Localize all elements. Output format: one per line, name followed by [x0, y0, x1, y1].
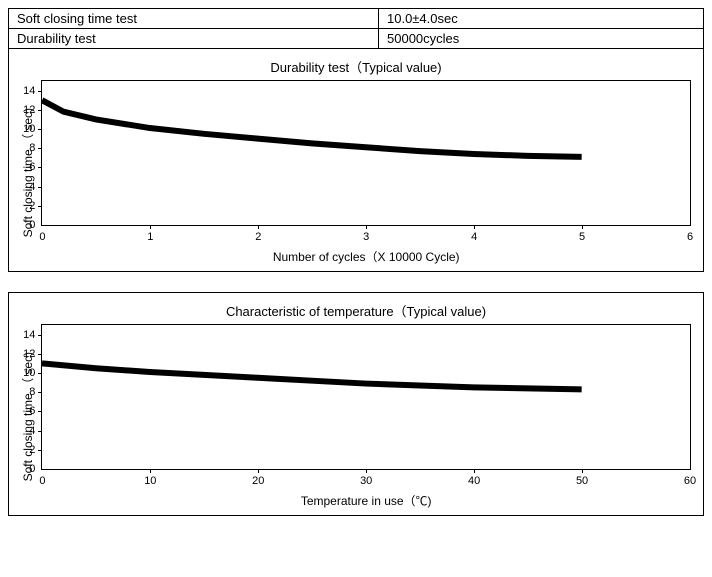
- x-tick: [582, 225, 583, 229]
- y-tick: [38, 206, 42, 207]
- chart-plot-area: 024681012140102030405060: [41, 324, 691, 470]
- x-tick-label: 60: [684, 475, 696, 487]
- y-tick: [38, 431, 42, 432]
- y-tick-label: 10: [23, 123, 35, 135]
- x-tick: [150, 225, 151, 229]
- spec-label: Soft closing time test: [9, 9, 379, 29]
- x-axis-label: Temperature in use（℃): [41, 492, 691, 509]
- spec-value: 50000cycles: [379, 29, 704, 49]
- y-tick: [38, 110, 42, 111]
- y-tick: [38, 335, 42, 336]
- y-tick: [38, 373, 42, 374]
- x-tick-label: 3: [363, 231, 369, 243]
- y-tick-label: 2: [29, 200, 35, 212]
- y-tick-label: 0: [29, 219, 35, 231]
- x-tick-label: 40: [468, 475, 480, 487]
- y-tick: [38, 450, 42, 451]
- spec-value: 10.0±4.0sec: [379, 9, 704, 29]
- y-tick-label: 4: [29, 181, 35, 193]
- y-tick: [38, 129, 42, 130]
- chart-line: [42, 325, 690, 469]
- y-tick-label: 6: [29, 161, 35, 173]
- y-tick-label: 6: [29, 405, 35, 417]
- x-tick: [474, 469, 475, 473]
- x-tick-label: 1: [147, 231, 153, 243]
- x-tick-label: 4: [471, 231, 477, 243]
- y-tick-label: 2: [29, 444, 35, 456]
- chart-title: Durability test（Typical value): [21, 57, 691, 76]
- x-tick-label: 0: [39, 231, 45, 243]
- x-tick: [474, 225, 475, 229]
- x-tick-label: 10: [144, 475, 156, 487]
- x-tick: [366, 225, 367, 229]
- x-axis-label: Number of cycles（X 10000 Cycle): [41, 248, 691, 265]
- durability-chart-box: Durability test（Typical value) Soft clos…: [8, 48, 704, 272]
- y-tick-label: 8: [29, 386, 35, 398]
- y-tick-label: 12: [23, 104, 35, 116]
- y-tick-label: 14: [23, 329, 35, 341]
- table-row: Soft closing time test 10.0±4.0sec: [9, 9, 704, 29]
- y-tick: [38, 392, 42, 393]
- x-tick-label: 6: [687, 231, 693, 243]
- x-tick-label: 0: [39, 475, 45, 487]
- y-tick: [38, 148, 42, 149]
- chart-title: Characteristic of temperature（Typical va…: [21, 301, 691, 320]
- x-tick: [258, 469, 259, 473]
- spec-table: Soft closing time test 10.0±4.0sec Durab…: [8, 8, 704, 49]
- x-tick: [150, 469, 151, 473]
- x-tick-label: 20: [252, 475, 264, 487]
- temperature-chart-box: Characteristic of temperature（Typical va…: [8, 292, 704, 516]
- table-row: Durability test 50000cycles: [9, 29, 704, 49]
- spec-label: Durability test: [9, 29, 379, 49]
- x-tick: [258, 225, 259, 229]
- chart-line: [42, 81, 690, 225]
- x-tick-label: 2: [255, 231, 261, 243]
- x-tick-label: 50: [576, 475, 588, 487]
- y-tick-label: 10: [23, 367, 35, 379]
- y-tick: [38, 167, 42, 168]
- y-tick: [38, 354, 42, 355]
- y-tick-label: 12: [23, 348, 35, 360]
- y-tick-label: 8: [29, 142, 35, 154]
- x-tick: [366, 469, 367, 473]
- x-tick-label: 5: [579, 231, 585, 243]
- y-tick-label: 4: [29, 425, 35, 437]
- y-tick: [38, 91, 42, 92]
- y-tick-label: 14: [23, 85, 35, 97]
- y-tick: [38, 411, 42, 412]
- y-tick-label: 0: [29, 463, 35, 475]
- x-tick-label: 30: [360, 475, 372, 487]
- y-tick: [38, 187, 42, 188]
- x-tick: [582, 469, 583, 473]
- chart-plot-area: 024681012140123456: [41, 80, 691, 226]
